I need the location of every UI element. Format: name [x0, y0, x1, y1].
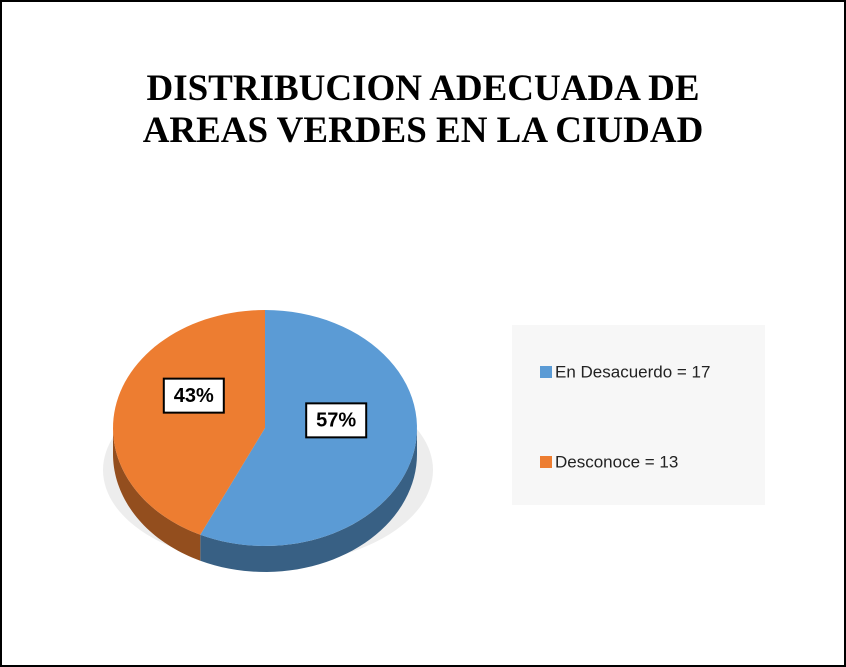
- data-label: 57%: [316, 410, 356, 432]
- legend-swatch: [540, 456, 552, 468]
- data-label-box: [305, 402, 368, 439]
- data-label-box: [162, 377, 225, 414]
- chart-title: DISTRIBUCION ADECUADA DE AREAS VERDES EN…: [142, 68, 704, 151]
- legend-swatch: [540, 366, 552, 378]
- legend-box: [512, 325, 765, 505]
- legend-label: Desconoce = 13: [555, 452, 678, 471]
- pie-side: [200, 428, 417, 572]
- pie-side: [113, 428, 201, 561]
- data-label: 43%: [174, 385, 214, 407]
- legend-label: En Desacuerdo = 17: [555, 362, 710, 381]
- pie-slice: [113, 310, 266, 535]
